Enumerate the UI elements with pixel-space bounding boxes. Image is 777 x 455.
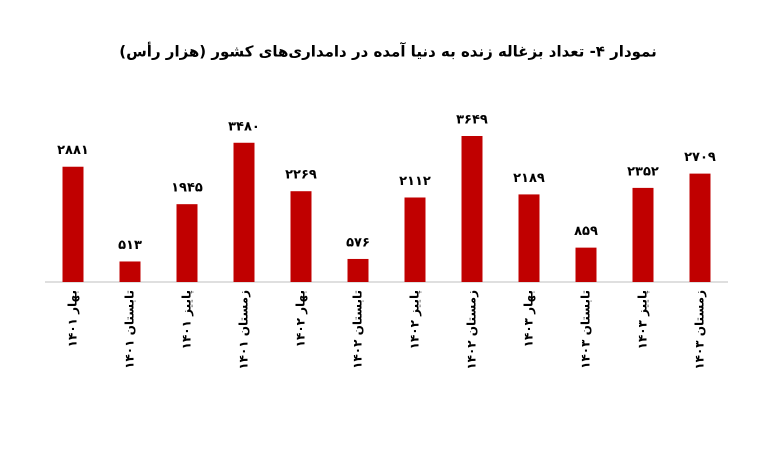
x-tick-label: تابستان ۱۴۰۳: [579, 290, 593, 369]
bar: [347, 258, 369, 282]
bar: [290, 191, 312, 282]
value-label: ۲۸۸۱: [57, 143, 89, 158]
bar: [119, 261, 141, 282]
bar: [575, 247, 597, 282]
x-tick-label: زمستان ۱۴۰۳: [693, 290, 707, 370]
x-tick-label: بهار ۱۴۰۳: [522, 290, 536, 347]
bar: [518, 194, 540, 282]
value-label: ۲۳۵۲: [627, 164, 659, 179]
value-label: ۲۱۸۹: [513, 171, 545, 186]
value-label: ۱۹۴۵: [171, 181, 203, 196]
value-label: ۳۶۴۹: [456, 113, 488, 128]
x-tick-label: زمستان ۱۴۰۱: [237, 290, 251, 370]
x-tick-label: بهار ۱۴۰۲: [294, 290, 308, 347]
x-tick-label: تابستان ۱۴۰۱: [123, 290, 137, 369]
bar: [233, 142, 255, 282]
x-tick-label: تابستان ۱۴۰۲: [351, 290, 365, 369]
bar: [404, 197, 426, 282]
chart-title: نمودار ۴- تعداد بزغاله زنده به دنیا آمده…: [119, 42, 657, 61]
value-label: ۲۱۱۲: [399, 174, 431, 189]
bar: [62, 166, 84, 282]
bar: [461, 136, 483, 282]
x-tick-label: پاییز ۱۴۰۱: [180, 290, 194, 349]
value-label: ۲۷۰۹: [684, 150, 716, 165]
value-label: ۸۵۹: [574, 224, 598, 239]
value-label: ۲۲۶۹: [285, 168, 317, 183]
bar: [176, 204, 198, 282]
value-label: ۳۴۸۰: [228, 119, 260, 134]
bar: [632, 187, 654, 282]
x-tick-label: پاییز ۱۴۰۳: [636, 290, 650, 349]
x-tick-label: پاییز ۱۴۰۲: [408, 290, 422, 349]
value-label: ۵۱۳: [118, 238, 142, 253]
x-tick-label: بهار ۱۴۰۱: [66, 290, 80, 347]
bar: [689, 173, 711, 282]
value-label: ۵۷۶: [346, 235, 370, 250]
x-tick-label: زمستان ۱۴۰۲: [465, 290, 479, 370]
